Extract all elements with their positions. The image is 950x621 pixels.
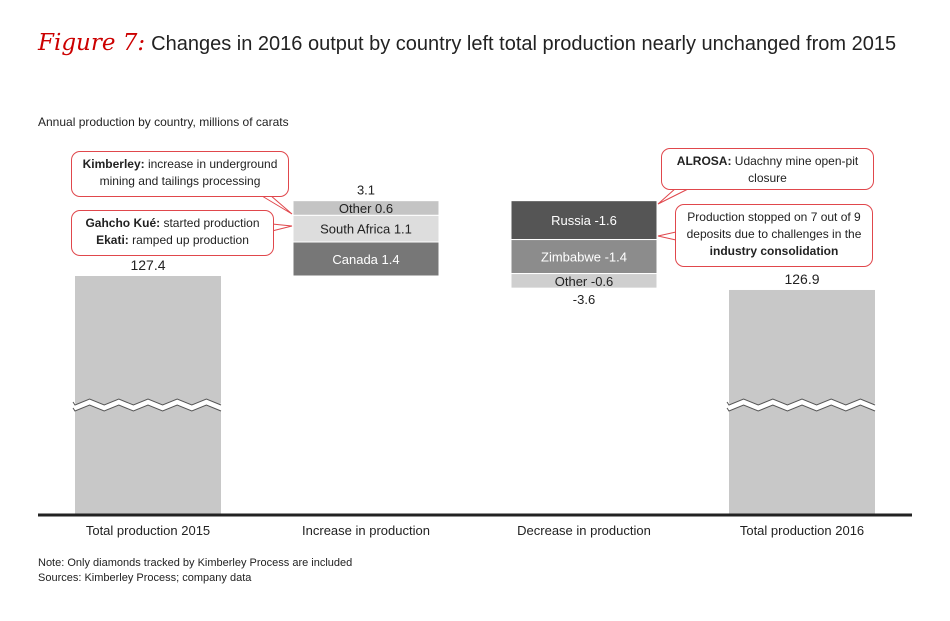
decrease-segment-label-1: Zimbabwe -1.4 xyxy=(541,250,627,265)
callout-alrosa-bold: ALROSA: xyxy=(676,154,732,168)
callout-kimberley-text: increase in underground mining and taili… xyxy=(99,157,278,188)
increase-segment-label-0: Canada 1.4 xyxy=(332,252,399,267)
axis-break-gap-0 xyxy=(70,398,226,412)
figure-title-text: Changes in 2016 output by country left t… xyxy=(151,33,897,55)
increase-total-label: 3.1 xyxy=(357,183,375,198)
figure-title: Figure 7: Changes in 2016 output by count… xyxy=(38,30,896,56)
decrease-total-label: -3.6 xyxy=(573,292,595,307)
callout-deposits-stopped: Production stopped on 7 out of 9 deposit… xyxy=(675,204,873,267)
callout-stopped-bold: industry consolidation xyxy=(709,244,839,258)
callout-ekati-text: ramped up production xyxy=(128,233,249,247)
total-label-2015: 127.4 xyxy=(130,257,165,273)
decrease-segment-label-2: Other -0.6 xyxy=(555,274,614,289)
callout-kimberley-tail xyxy=(261,194,293,215)
chart-subtitle: Annual production by country, millions o… xyxy=(38,115,289,129)
increase-segment-canada xyxy=(292,241,440,277)
callout-alrosa-text: Udachny mine open-pit closure xyxy=(731,154,859,185)
callout-gahcho-ekati: Gahcho Kué: started production Ekati: ra… xyxy=(71,210,274,256)
callout-stopped-tail xyxy=(657,231,677,241)
axis-break-line-bottom-0 xyxy=(72,404,222,412)
decrease-segment-other xyxy=(510,273,658,289)
figure-label: Figure 7: xyxy=(38,30,146,56)
callout-gahcho-bold: Gahcho Kué: xyxy=(85,216,161,230)
callout-ekati-bold: Ekati: xyxy=(96,233,129,247)
callout-gahcho-text: started production xyxy=(160,216,260,230)
callout-kimberley-bold: Kimberley: xyxy=(82,157,145,171)
total-label-2016: 126.9 xyxy=(784,271,819,287)
decrease-segment-russia xyxy=(510,200,658,241)
callout-stopped-text: Production stopped on 7 out of 9 deposit… xyxy=(686,210,862,241)
increase-segment-south-africa xyxy=(292,214,440,243)
category-label-2: Decrease in production xyxy=(517,523,651,538)
callout-alrosa: ALROSA: Udachny mine open-pit closure xyxy=(661,148,874,190)
decrease-segment-zimbabwe xyxy=(510,239,658,275)
category-label-0: Total production 2015 xyxy=(86,523,210,538)
callout-kimberley: Kimberley: increase in underground minin… xyxy=(71,151,289,197)
increase-segment-label-2: Other 0.6 xyxy=(339,201,393,216)
increase-segment-label-1: South Africa 1.1 xyxy=(320,222,412,237)
category-label-3: Total production 2016 xyxy=(740,523,864,538)
axis-break-line-bottom-1 xyxy=(726,404,876,412)
footnote-sources: Sources: Kimberley Process; company data xyxy=(38,572,252,584)
decrease-segment-label-0: Russia -1.6 xyxy=(551,213,617,228)
callout-alrosa-tail xyxy=(657,187,691,205)
axis-break-gap-1 xyxy=(724,398,880,412)
total-bar-2015 xyxy=(75,276,221,515)
increase-segment-other xyxy=(292,200,440,216)
axis-break-line-top-0 xyxy=(72,398,222,406)
footnote-note: Note: Only diamonds tracked by Kimberley… xyxy=(38,557,353,569)
footnote: Note: Only diamonds tracked by Kimberley… xyxy=(38,556,352,586)
axis-break-line-top-1 xyxy=(726,398,876,406)
category-label-1: Increase in production xyxy=(302,523,430,538)
